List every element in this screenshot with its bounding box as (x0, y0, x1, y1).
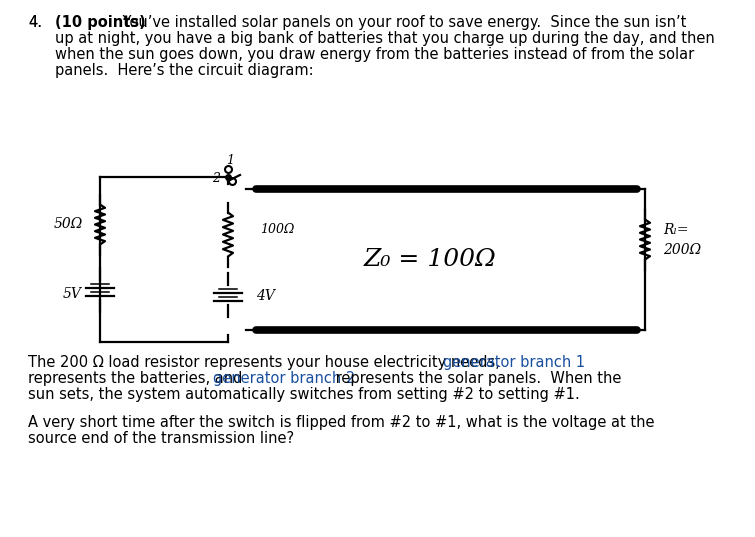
Text: panels.  Here’s the circuit diagram:: panels. Here’s the circuit diagram: (55, 63, 313, 78)
Text: sun sets, the system automatically switches from setting #2 to setting #1.: sun sets, the system automatically switc… (28, 387, 580, 402)
Text: generator branch 2: generator branch 2 (213, 371, 356, 386)
Text: 1: 1 (226, 154, 234, 167)
Text: when the sun goes down, you draw energy from the batteries instead of from the s: when the sun goes down, you draw energy … (55, 47, 695, 62)
Text: source end of the transmission line?: source end of the transmission line? (28, 431, 294, 446)
Text: 100Ω: 100Ω (260, 223, 294, 236)
Text: 50Ω: 50Ω (54, 217, 82, 231)
Text: up at night, you have a big bank of batteries that you charge up during the day,: up at night, you have a big bank of batt… (55, 31, 715, 46)
Text: (10 points): (10 points) (55, 15, 146, 30)
Text: 4.: 4. (28, 15, 42, 30)
Text: represents the batteries, and: represents the batteries, and (28, 371, 247, 386)
Text: Z₀ = 100Ω: Z₀ = 100Ω (364, 248, 496, 271)
Text: A very short time after the switch is flipped from #2 to #1, what is the voltage: A very short time after the switch is fl… (28, 415, 655, 430)
Text: 200Ω: 200Ω (663, 243, 701, 257)
Text: You’ve installed solar panels on your roof to save energy.  Since the sun isn’t: You’ve installed solar panels on your ro… (118, 15, 686, 30)
Text: 5V: 5V (63, 287, 82, 301)
Text: 4.: 4. (28, 15, 42, 30)
Text: 2: 2 (212, 172, 220, 185)
Text: Rₗ=: Rₗ= (663, 222, 689, 236)
Text: The 200 Ω load resistor represents your house electricity needs,: The 200 Ω load resistor represents your … (28, 355, 504, 370)
Text: represents the solar panels.  When the: represents the solar panels. When the (331, 371, 621, 386)
Text: generator branch 1: generator branch 1 (443, 355, 585, 370)
Text: 4V: 4V (256, 289, 275, 303)
